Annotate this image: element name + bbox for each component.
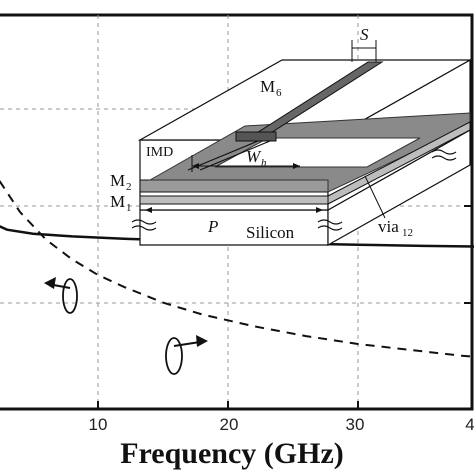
label-silicon: Silicon <box>246 223 295 242</box>
arrow-right-head <box>196 335 208 347</box>
indicator-ellipse-right <box>165 337 183 375</box>
label-m1: M <box>110 192 125 211</box>
x-tick-label: 4 <box>465 415 474 434</box>
label-m6-sub: 6 <box>276 87 282 99</box>
label-p: P <box>207 217 218 236</box>
label-via: via <box>378 217 399 236</box>
m6-strip-end <box>235 131 277 142</box>
label-s: S <box>360 25 369 44</box>
via-leader <box>364 175 386 219</box>
series-dashed-line <box>0 179 474 358</box>
arrow-left-head <box>44 277 56 289</box>
inset-structure: S M 6 IMD W h M 2 M 1 P Silicon via 12 <box>110 25 473 247</box>
x-tick-label: 20 <box>220 415 239 434</box>
indicator-ellipse-left <box>62 278 78 314</box>
x-axis-label: Frequency (GHz) <box>120 437 344 470</box>
label-wh: W <box>246 147 262 166</box>
left-axis-indicator <box>44 277 78 314</box>
break-mark-left <box>131 219 157 231</box>
m2-band-front <box>139 179 329 193</box>
label-m1-sub: 1 <box>126 202 132 214</box>
wh-arrow-left <box>192 163 199 169</box>
x-tick-label: 30 <box>346 415 365 434</box>
indicator-arrow-right <box>173 341 201 347</box>
label-m2: M <box>110 171 125 190</box>
silicon-front <box>139 209 329 246</box>
series-solid-line <box>0 225 474 248</box>
label-imd: IMD <box>146 145 173 160</box>
label-wh-sub: h <box>261 157 267 169</box>
underpass-line-2 <box>199 140 271 171</box>
m1-band-side <box>327 121 471 205</box>
x-tick-label: 10 <box>89 415 108 434</box>
right-axis-indicator <box>165 335 208 375</box>
break-mark-right <box>317 219 343 231</box>
break-mark-far <box>431 149 457 161</box>
p-arrow-left <box>145 207 152 213</box>
label-m2-sub: 2 <box>126 181 132 193</box>
plot-frame <box>0 13 474 411</box>
label-m6: M <box>260 77 275 96</box>
m1-band-front <box>139 195 329 205</box>
underpass-line <box>187 140 259 171</box>
wh-arrow-right <box>293 163 300 169</box>
label-via-sub: 12 <box>402 227 413 239</box>
p-arrow-right <box>316 207 323 213</box>
m2-ring-inner-hole <box>214 137 421 168</box>
